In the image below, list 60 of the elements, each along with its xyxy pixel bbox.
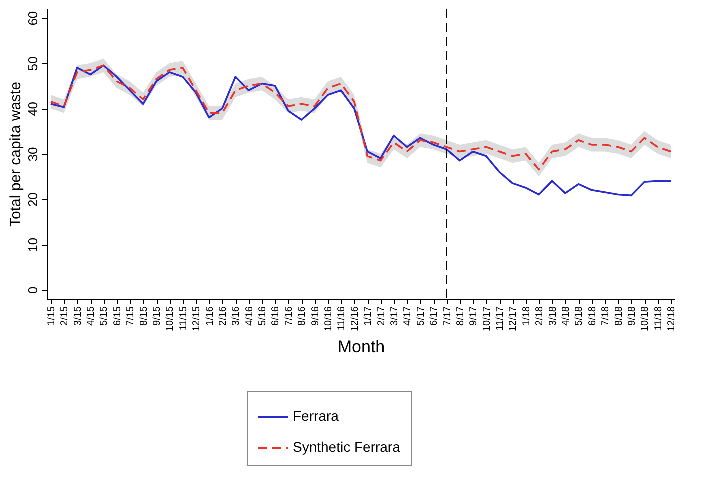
y-tick-label: 40 <box>26 102 40 116</box>
x-tick-label: 12/15 <box>192 306 203 332</box>
x-tick-label: 10/15 <box>165 306 176 332</box>
x-tick-label: 12/17 <box>508 306 520 332</box>
x-tick-label: 7/15 <box>126 306 137 326</box>
x-tick-label: 4/18 <box>560 306 572 326</box>
x-tick-label: 7/16 <box>284 306 295 326</box>
x-tick-label: 11/16 <box>336 306 348 331</box>
x-tick-label: 3/17 <box>389 306 400 326</box>
x-tick-label: 9/15 <box>152 306 164 326</box>
x-tick-label: 9/16 <box>310 306 322 326</box>
x-tick-label: 8/16 <box>297 306 308 326</box>
legend-label: Ferrara <box>293 408 340 424</box>
x-tick-label: 10/16 <box>324 306 335 332</box>
x-tick-label: 8/17 <box>455 306 466 326</box>
x-tick-label: 11/15 <box>178 306 190 331</box>
y-axis-title: Total per capita waste <box>8 82 24 228</box>
x-tick-label: 9/18 <box>626 306 638 326</box>
x-tick-label: 1/15 <box>46 306 58 326</box>
x-tick-label: 3/16 <box>231 306 242 326</box>
x-tick-label: 7/18 <box>600 306 612 326</box>
x-tick-label: 5/18 <box>574 306 586 326</box>
x-tick-label: 6/17 <box>429 306 440 326</box>
x-tick-label: 6/16 <box>270 306 282 326</box>
x-tick-label: 5/16 <box>258 306 269 326</box>
x-tick-label: 7/17 <box>442 306 454 326</box>
x-tick-label: 11/18 <box>653 306 664 331</box>
x-tick-label: 6/15 <box>112 306 124 326</box>
x-tick-label: 10/18 <box>640 306 652 332</box>
x-tick-label: 1/18 <box>521 306 532 326</box>
y-tick-label: 50 <box>26 56 40 72</box>
x-tick-label: 5/15 <box>99 306 110 326</box>
x-tick-label: 10/17 <box>482 306 493 332</box>
x-tick-label: 8/18 <box>614 306 625 326</box>
y-tick-label: 20 <box>26 192 40 208</box>
x-tick-label: 9/17 <box>468 306 480 326</box>
x-tick-label: 2/15 <box>60 306 71 326</box>
x-tick-label: 4/17 <box>402 306 414 326</box>
y-tick-label: 10 <box>26 238 40 252</box>
y-tick-label: 30 <box>26 147 40 162</box>
line-series <box>50 64 672 197</box>
x-tick-label: 8/15 <box>138 306 150 326</box>
x-tick-label: 2/18 <box>534 306 546 326</box>
legend-label: Synthetic Ferrara <box>293 439 401 455</box>
x-tick-label: 12/16 <box>350 306 361 332</box>
x-tick-label: 6/18 <box>587 306 598 326</box>
y-tick-label: 60 <box>26 11 40 26</box>
x-tick-label: 2/17 <box>376 306 388 326</box>
x-tick-label: 4/15 <box>86 306 98 326</box>
x-tick-label: 2/16 <box>218 306 229 326</box>
x-tick-label: 3/15 <box>72 306 84 326</box>
x-tick-label: 4/16 <box>244 306 256 326</box>
x-tick-label: 1/17 <box>363 306 374 326</box>
x-tick-label: 11/17 <box>495 306 506 331</box>
x-axis-title: Month <box>338 338 386 357</box>
y-tick-label: 0 <box>26 286 40 294</box>
x-tick-label: 1/16 <box>204 306 216 326</box>
x-tick-label: 12/18 <box>666 306 678 332</box>
x-tick-label: 5/17 <box>416 306 427 326</box>
x-tick-label: 3/18 <box>548 306 559 326</box>
